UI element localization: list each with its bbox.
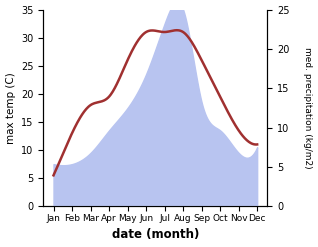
X-axis label: date (month): date (month) bbox=[112, 228, 199, 242]
Y-axis label: med. precipitation (kg/m2): med. precipitation (kg/m2) bbox=[303, 47, 313, 169]
Y-axis label: max temp (C): max temp (C) bbox=[5, 72, 16, 144]
